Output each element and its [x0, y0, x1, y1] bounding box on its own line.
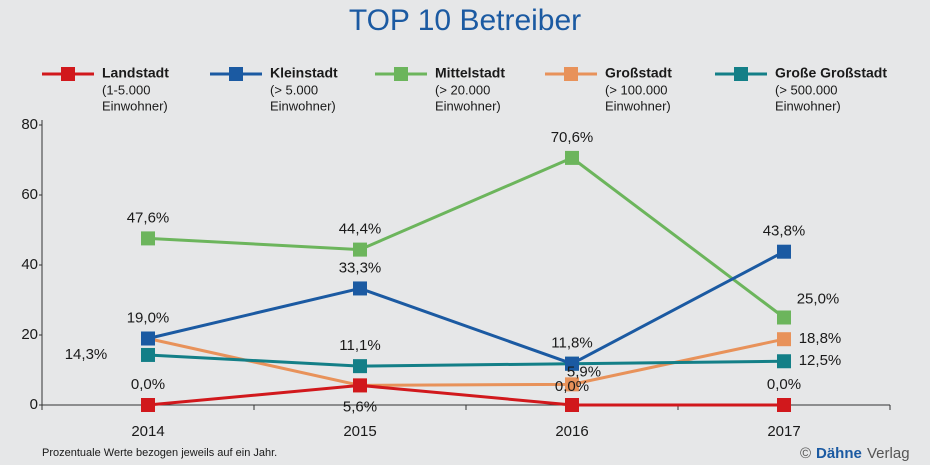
legend-detail: (1-5.000 [102, 82, 150, 97]
point-marker [565, 150, 579, 165]
legend-detail: Einwohner) [775, 98, 841, 113]
legend-detail: Einwohner) [102, 98, 168, 113]
series-line [147, 383, 784, 407]
data-label: 44,4% [339, 221, 382, 238]
legend-marker [394, 67, 408, 81]
data-label: 43,8% [763, 223, 806, 240]
footnote: Prozentuale Werte bezogen jeweils auf ei… [42, 447, 277, 459]
data-label: 0,0% [131, 376, 165, 393]
point-marker [565, 398, 579, 412]
legend-marker [61, 67, 75, 81]
data-label: 11,1% [339, 337, 380, 354]
data-label: 18,8% [799, 330, 842, 347]
point-marker [565, 377, 579, 392]
point-marker [777, 398, 791, 412]
legend-marker [229, 67, 243, 81]
legend-detail: (> 100.000 [605, 82, 668, 97]
data-label: 70,6% [551, 129, 594, 146]
series-line [147, 156, 785, 319]
point-marker [141, 347, 155, 362]
y-tick-label: 40 [21, 256, 38, 273]
legend-detail: Einwohner) [605, 98, 671, 113]
publisher: Verlag [867, 445, 910, 462]
series-line [147, 353, 785, 368]
y-tick-label: 60 [21, 186, 38, 203]
point-marker [565, 356, 579, 371]
legend-detail: (> 500.000 [775, 82, 838, 97]
data-label: 19,0% [127, 309, 170, 326]
data-label: 47,6% [127, 209, 170, 226]
data-label: 0,0% [555, 378, 589, 395]
legend-label: Landstadt [102, 65, 169, 81]
x-tick-label: 2015 [343, 423, 376, 440]
data-label: 12,5% [799, 352, 842, 369]
x-tick-label: 2014 [131, 423, 164, 440]
point-marker [777, 310, 791, 325]
series-line [147, 250, 785, 366]
point-marker [777, 332, 791, 347]
legend-label: Mittelstadt [435, 65, 505, 81]
point-marker [353, 359, 367, 374]
copyright: © [800, 445, 811, 462]
data-label: 25,0% [797, 290, 840, 307]
legend-label: Große Großstadt [775, 65, 887, 81]
legend-detail: Einwohner) [270, 98, 336, 113]
data-label: 11,8% [551, 335, 592, 352]
legend-label: Kleinstadt [270, 65, 338, 81]
data-label: 5,9% [567, 363, 601, 380]
legend-marker [734, 67, 748, 81]
y-tick-label: 80 [21, 116, 38, 133]
legend-label: Großstadt [605, 65, 672, 81]
legend-marker [564, 67, 578, 81]
point-marker [777, 244, 791, 259]
data-label: 5,6% [343, 398, 377, 415]
point-marker [777, 354, 791, 369]
chart-title: TOP 10 Betreiber [349, 4, 581, 37]
data-label: 14,3% [65, 346, 108, 363]
legend-detail: (> 5.000 [270, 82, 318, 97]
y-tick-label: 0 [30, 396, 38, 413]
y-tick-label: 20 [21, 326, 38, 343]
point-marker [141, 231, 155, 246]
point-marker [353, 242, 367, 257]
data-label: 0,0% [767, 376, 801, 393]
x-tick-label: 2017 [767, 423, 800, 440]
point-marker [353, 281, 367, 296]
legend-detail: Einwohner) [435, 98, 501, 113]
data-label: 33,3% [339, 259, 382, 276]
publisher: Dähne [816, 445, 862, 462]
legend-detail: (> 20.000 [435, 82, 490, 97]
point-marker [141, 331, 155, 346]
x-tick-label: 2016 [555, 423, 588, 440]
point-marker [141, 398, 155, 412]
point-marker [353, 378, 367, 393]
